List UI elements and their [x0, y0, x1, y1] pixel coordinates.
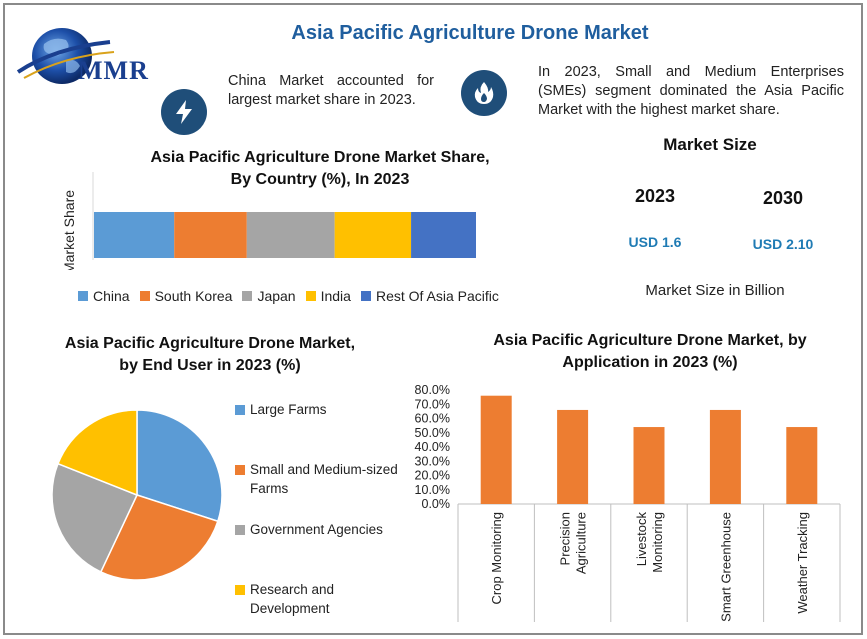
market-size-title: Market Size	[663, 135, 757, 154]
x-tick-label-weather-tracking: Weather Tracking	[795, 512, 810, 614]
fact-1-icon-badge	[161, 89, 207, 135]
end-user-chart-title: Asia Pacific Agriculture Drone Market, b…	[40, 333, 380, 377]
x-tick-label-line: Crop Monitoring	[489, 512, 504, 605]
y-tick-label: 60.0%	[415, 412, 450, 426]
end-user-pie-chart	[51, 409, 223, 581]
x-tick-label-crop-monitoring: Crop Monitoring	[489, 512, 504, 605]
country-segment-south-korea	[174, 212, 247, 258]
flame-icon	[474, 82, 494, 104]
y-tick-label: 0.0%	[422, 497, 451, 511]
country-segment-japan	[246, 212, 335, 258]
bar-weather-tracking	[786, 427, 818, 504]
globe-icon	[16, 28, 115, 84]
mmr-logo	[14, 22, 184, 92]
legend-label: Development	[250, 601, 330, 616]
legend-swatch	[242, 291, 253, 301]
legend-swatch	[235, 584, 245, 595]
country-segment-china	[94, 212, 175, 258]
x-tick-label-line: Monitoring	[650, 512, 665, 573]
market-size-value-2023: USD 1.6	[628, 234, 682, 250]
legend-label: South Korea	[154, 288, 233, 304]
x-tick-label-line: Livestock	[634, 512, 649, 567]
fact-1-text: China Market accounted for largest marke…	[228, 73, 434, 108]
pie-slice-government-agencies	[51, 462, 139, 573]
legend-item-rest-of-asia-pacific: Rest Of Asia Pacific	[360, 288, 499, 304]
bar-precision-agriculture	[557, 409, 589, 504]
legend-swatch	[235, 464, 245, 475]
pie-legend-item-small-and-medium-sized-farms: Small and Medium-sized Farms	[235, 460, 398, 498]
legend-item-india: India	[305, 288, 351, 304]
y-tick-label: 70.0%	[415, 397, 450, 411]
lightning-icon	[176, 100, 192, 124]
pie-legend-item-large-farms: Large Farms	[235, 400, 327, 419]
y-tick-label: 80.0%	[415, 383, 450, 397]
country-chart-legend: China South Korea Japan India Rest Of Asia P…	[78, 288, 538, 304]
logo-text: MMR	[78, 56, 149, 85]
y-tick-label: 50.0%	[415, 426, 450, 440]
legend-item-japan: Japan	[242, 288, 296, 304]
pie-legend-item-government-agencies: Government Agencies	[235, 520, 383, 539]
end-user-chart-title-line2: by End User in 2023 (%)	[119, 357, 301, 374]
market-size-footer: Market Size in Billion	[645, 282, 785, 299]
fact-2-text: In 2023, Small and Medium Enterprises (S…	[538, 64, 844, 118]
legend-label: India	[320, 288, 351, 304]
y-tick-label: 30.0%	[415, 454, 450, 468]
legend-item-china: China	[78, 288, 130, 304]
application-chart-title: Asia Pacific Agriculture Drone Market, b…	[455, 330, 845, 374]
legend-swatch	[235, 524, 245, 535]
pie-slice-small-and-medium-sized-farms	[99, 494, 219, 581]
legend-label: China	[93, 288, 130, 304]
legend-swatch	[305, 291, 316, 301]
legend-label: Small and Medium-sized	[250, 462, 398, 477]
x-tick-label-line: Precision	[558, 512, 573, 565]
bar-smart-greenhouse	[709, 409, 741, 504]
x-tick-label-line: Agriculture	[574, 512, 589, 574]
legend-label: Rest Of Asia Pacific	[375, 288, 499, 304]
x-tick-label-smart-greenhouse: Smart Greenhouse	[718, 512, 733, 622]
infographic-frame	[3, 3, 863, 635]
x-tick-label-line: Weather Tracking	[795, 512, 810, 614]
y-tick-label: 10.0%	[415, 483, 450, 497]
fact-2-icon-badge	[461, 70, 507, 116]
legend-label: Japan	[257, 288, 296, 304]
pie-slice-large-farms	[136, 409, 223, 523]
bar-livestock-monitoring	[633, 427, 665, 504]
country-segment-india	[334, 212, 412, 258]
y-tick-label: 40.0%	[415, 440, 450, 454]
legend-swatch	[235, 404, 245, 415]
market-size-value-2030: USD 2.10	[752, 236, 814, 252]
legend-label: Government Agencies	[250, 522, 383, 537]
market-size-year-2030: 2030	[762, 188, 804, 208]
country-share-chart: Market Share	[61, 172, 476, 270]
x-tick-label-line: Smart Greenhouse	[718, 512, 733, 622]
legend-label: Farms	[250, 481, 289, 496]
legend-swatch	[78, 291, 88, 301]
legend-label: Large Farms	[250, 402, 327, 417]
page-title: Asia Pacific Agriculture Drone Market	[291, 22, 649, 44]
country-segment-rest-of-asia-pacific	[411, 212, 476, 258]
legend-swatch	[139, 291, 150, 301]
pie-slice-research-and-development	[56, 409, 138, 497]
country-chart-ylabel: Market Share	[61, 190, 77, 270]
application-chart-title-line1: Asia Pacific Agriculture Drone Market, b…	[493, 332, 807, 349]
end-user-chart-title-line1: Asia Pacific Agriculture Drone Market,	[64, 335, 356, 352]
y-tick-label: 20.0%	[415, 469, 450, 483]
country-chart-title-line1: Asia Pacific Agriculture Drone Market Sh…	[150, 149, 490, 166]
country-chart-title-line2: By Country (%), In 2023	[230, 171, 410, 188]
country-chart-title: Asia Pacific Agriculture Drone Market Sh…	[100, 147, 540, 191]
legend-item-south-korea: South Korea	[139, 288, 233, 304]
application-chart-title-line2: Application in 2023 (%)	[562, 354, 738, 371]
pie-legend-item-research-and-development: Research and Development	[235, 580, 334, 618]
legend-label: Research and	[250, 582, 335, 597]
bar-crop-monitoring	[480, 395, 512, 504]
market-size-year-2023: 2023	[634, 186, 676, 206]
x-tick-label-livestock-monitoring: Livestock Monitoring	[634, 512, 665, 573]
x-tick-label-precision-agriculture: Precision Agriculture	[558, 512, 589, 574]
application-bar-chart: 0.0%10.0%20.0%30.0%40.0%50.0%60.0%70.0%8…	[415, 383, 841, 622]
legend-swatch	[360, 291, 371, 301]
